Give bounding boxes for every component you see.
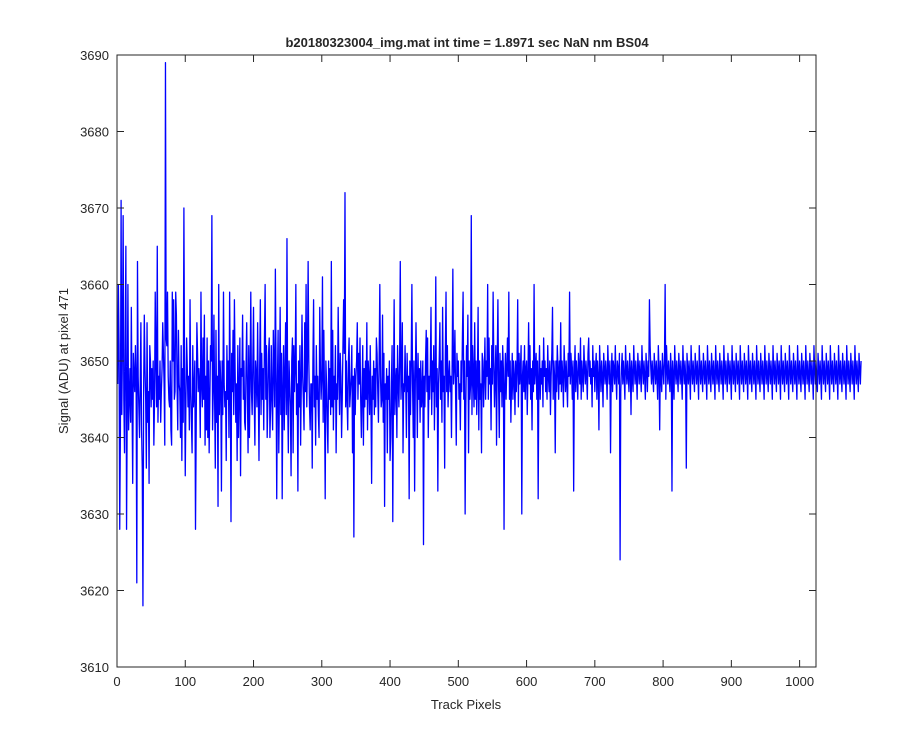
y-tick-label: 3640 — [80, 431, 109, 446]
chart-title: b20180323004_img.mat int time = 1.8971 s… — [285, 35, 649, 50]
x-tick-label: 300 — [311, 674, 333, 689]
x-tick-label: 800 — [652, 674, 674, 689]
y-tick-label: 3650 — [80, 354, 109, 369]
x-tick-label: 1000 — [785, 674, 814, 689]
x-tick-label: 0 — [113, 674, 120, 689]
x-tick-label: 600 — [516, 674, 538, 689]
x-tick-label: 900 — [721, 674, 743, 689]
x-tick-label: 500 — [447, 674, 469, 689]
y-tick-label: 3610 — [80, 660, 109, 675]
y-tick-label: 3670 — [80, 201, 109, 216]
x-tick-label: 100 — [174, 674, 196, 689]
x-axis-label: Track Pixels — [431, 697, 502, 712]
y-axis-label: Signal (ADU) at pixel 471 — [56, 288, 71, 434]
x-axis-ticks: 0 100 200 300 400 500 600 700 800 900 1000 — [113, 55, 814, 689]
signal-series-line — [117, 62, 862, 607]
x-tick-label: 400 — [379, 674, 401, 689]
x-tick-label: 200 — [243, 674, 265, 689]
y-tick-label: 3660 — [80, 278, 109, 293]
series-layer — [117, 62, 862, 607]
y-axis-ticks: 3610 3620 3630 3640 3650 3660 3670 3680 3690 — [80, 48, 816, 675]
y-tick-label: 3690 — [80, 48, 109, 63]
y-tick-label: 3630 — [80, 507, 109, 522]
y-tick-label: 3620 — [80, 584, 109, 599]
y-tick-label: 3680 — [80, 125, 109, 140]
x-tick-label: 700 — [584, 674, 606, 689]
